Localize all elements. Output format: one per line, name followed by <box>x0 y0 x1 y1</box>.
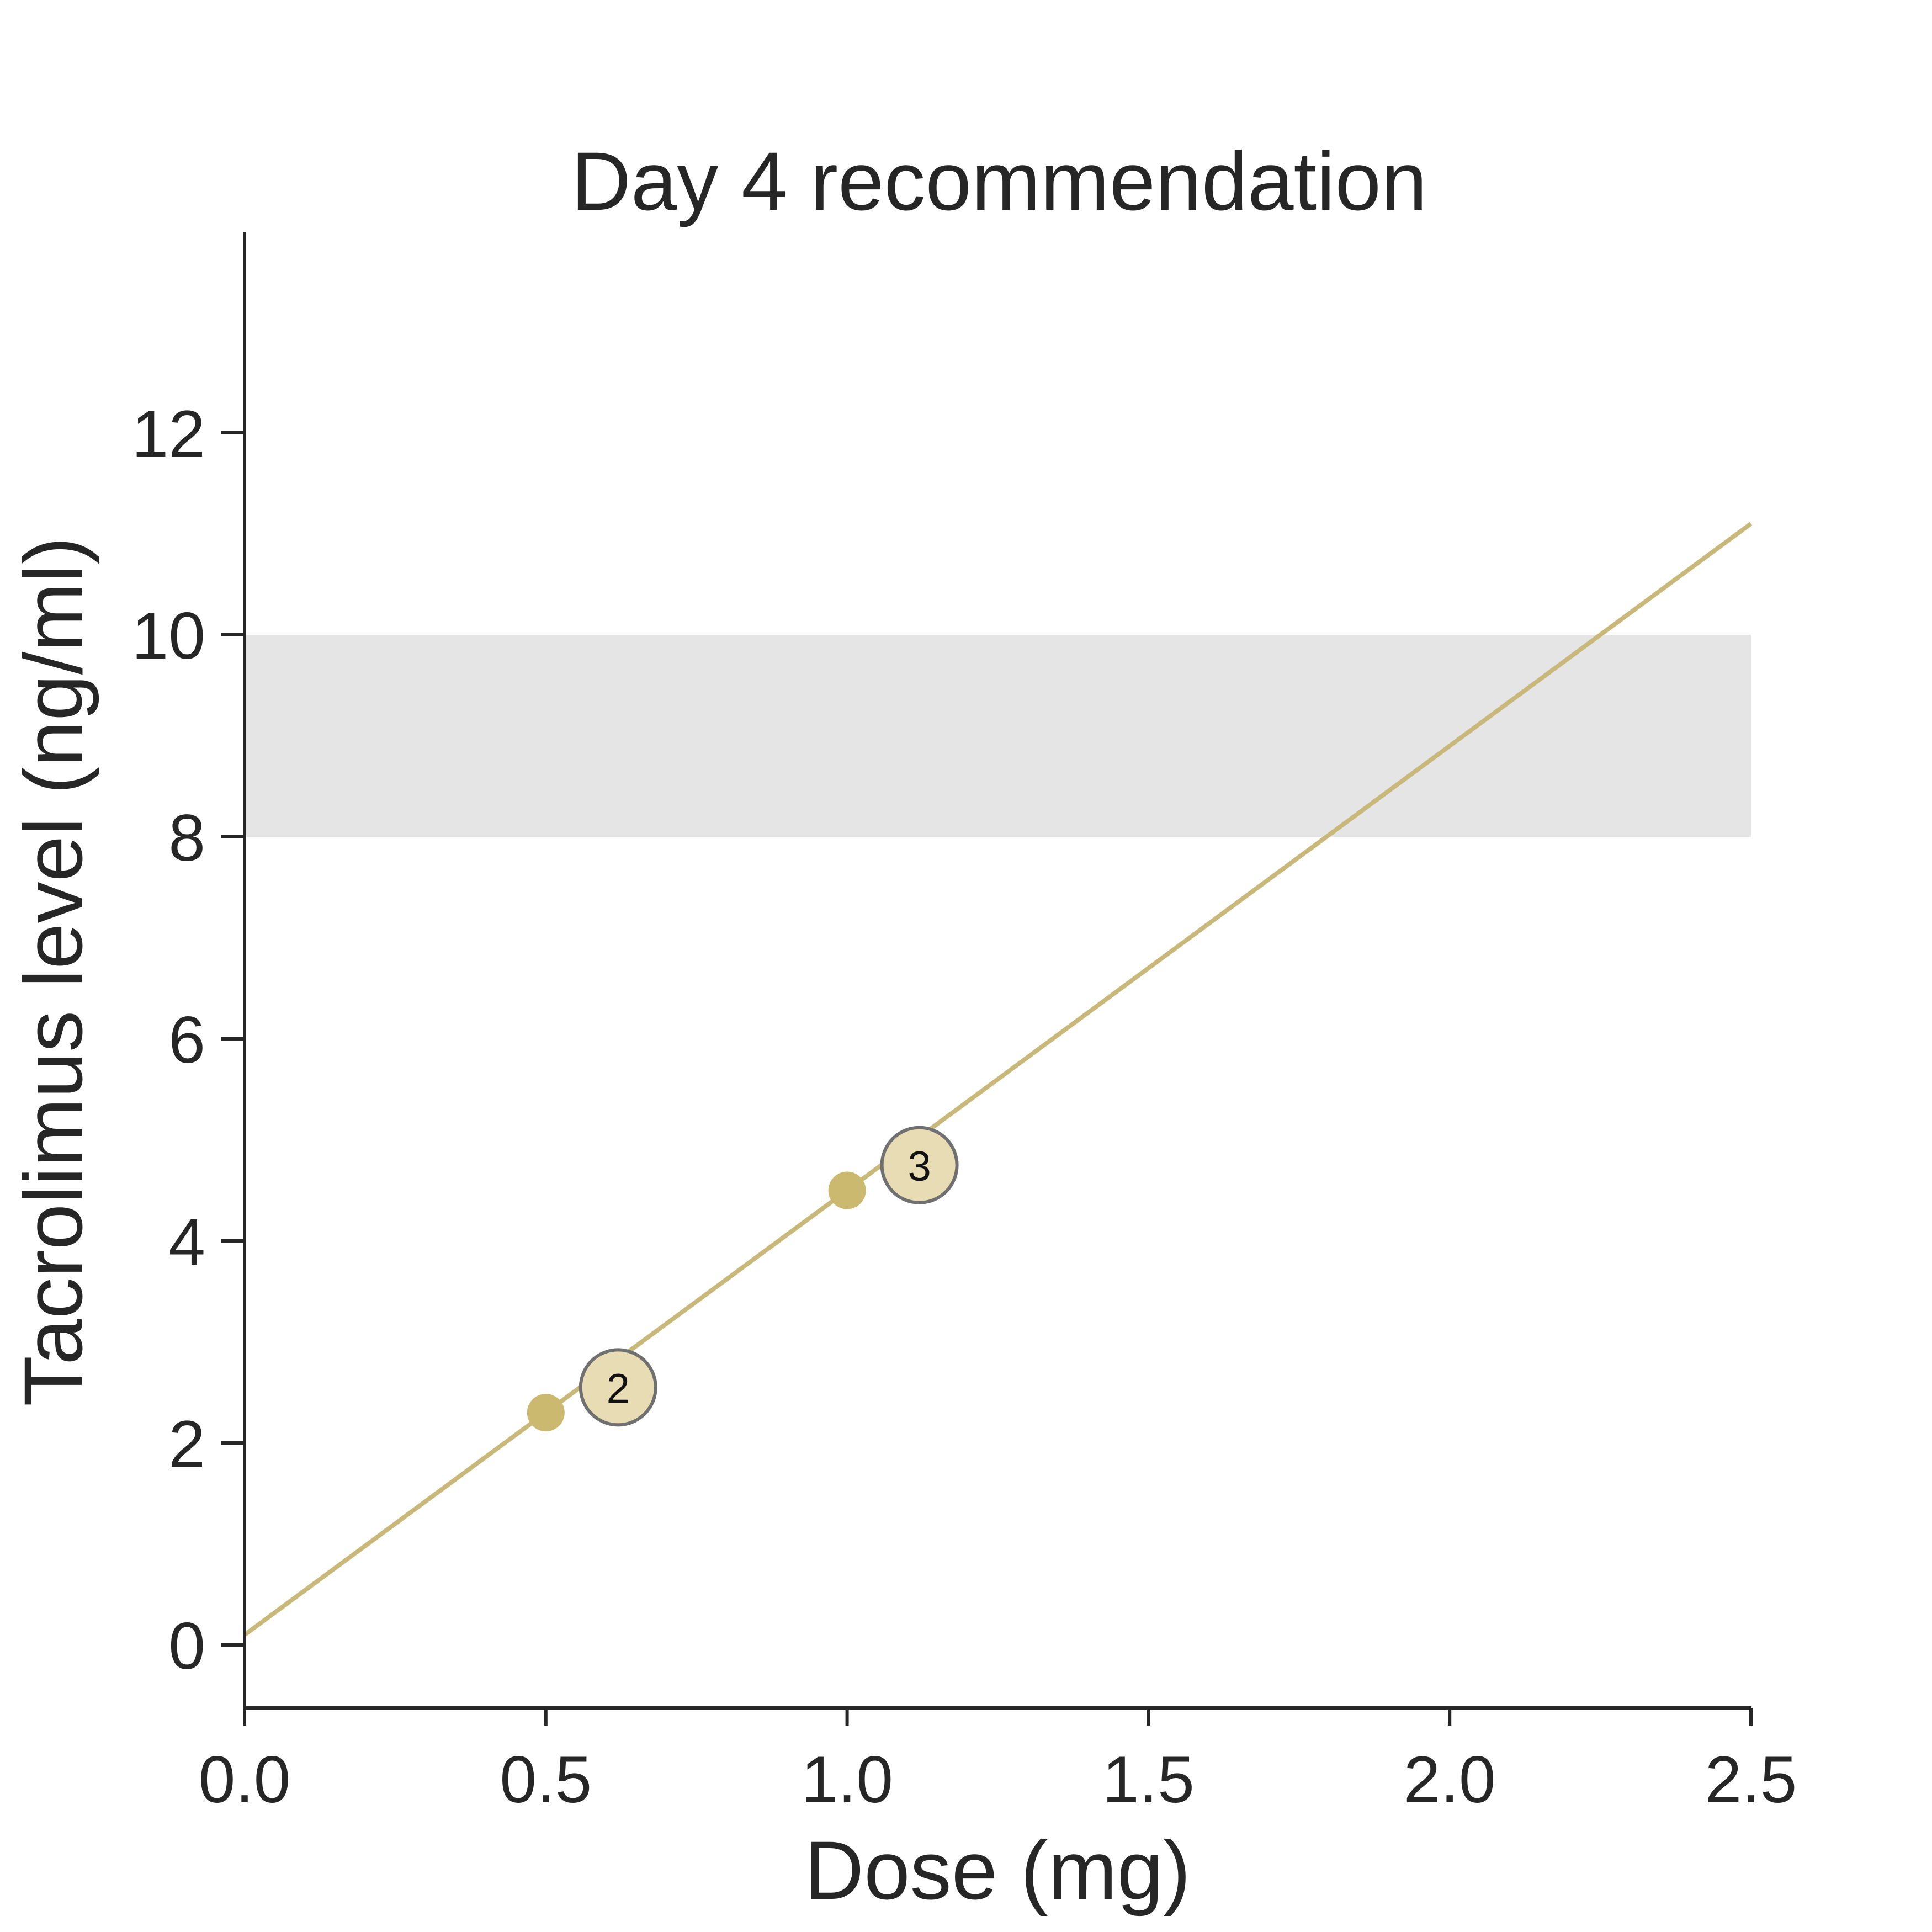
y-tick-label: 12 <box>132 397 205 471</box>
y-tick-label: 0 <box>168 1609 205 1683</box>
x-tick-label: 0.5 <box>500 1743 592 1817</box>
y-tick-label: 10 <box>132 599 205 673</box>
predicted-point-label: 2 <box>607 1365 630 1412</box>
predicted-point-label: 3 <box>907 1143 931 1190</box>
y-tick-label: 2 <box>168 1407 205 1481</box>
x-axis-title: Dose (mg) <box>804 1824 1191 1917</box>
target-range-band <box>245 635 1751 837</box>
predicted-point <box>880 1126 959 1204</box>
x-tick-label: 1.0 <box>801 1743 893 1817</box>
y-tick-label: 4 <box>168 1205 205 1279</box>
y-tick-label: 8 <box>168 801 205 875</box>
predicted-point <box>578 1348 657 1427</box>
y-axis-title: Tacrolimus level (ng/ml) <box>7 537 99 1406</box>
x-tick-label: 2.5 <box>1705 1743 1797 1817</box>
observed-point <box>828 1171 866 1209</box>
x-tick-label: 0.0 <box>199 1743 291 1817</box>
fit-line <box>243 522 1753 1637</box>
y-tick-label: 6 <box>168 1003 205 1077</box>
x-tick-label: 1.5 <box>1102 1743 1195 1817</box>
x-tick-label: 2.0 <box>1404 1743 1496 1817</box>
observed-point <box>527 1394 565 1432</box>
chart-title: Day 4 recommendation <box>571 135 1427 227</box>
